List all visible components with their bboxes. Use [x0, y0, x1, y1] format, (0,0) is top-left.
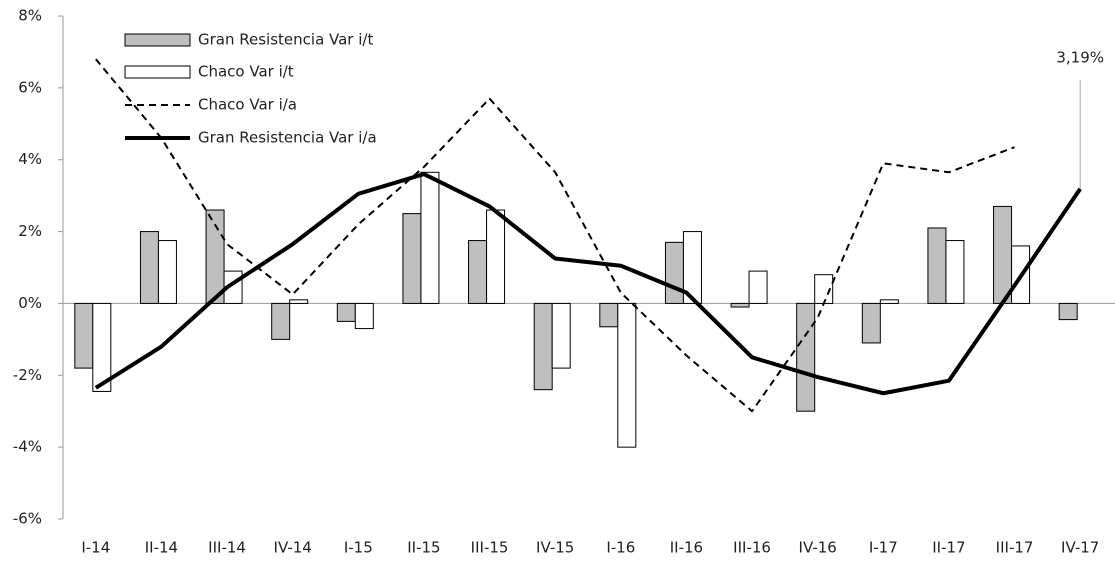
bar — [420, 171, 440, 304]
y-tick-label: 8% — [18, 7, 42, 25]
bar — [796, 302, 816, 412]
y-tick-label: 4% — [18, 150, 42, 168]
x-tick-label: II-15 — [407, 539, 440, 557]
bar — [139, 231, 159, 304]
bar — [682, 231, 702, 304]
bar — [92, 302, 112, 392]
legend-label: Chaco Var i/t — [198, 63, 294, 81]
bar — [861, 302, 881, 344]
bar — [336, 302, 356, 322]
x-tick-label: IV-16 — [799, 539, 837, 557]
bar — [599, 302, 619, 328]
bar — [354, 302, 374, 330]
bar — [402, 213, 422, 304]
bar — [945, 240, 965, 304]
x-tick-label: I-14 — [81, 539, 110, 557]
bar — [74, 302, 94, 369]
legend-label: Gran Resistencia Var i/t — [198, 31, 373, 49]
y-tick-label: -4% — [13, 438, 42, 456]
legend-label: Gran Resistencia Var i/a — [198, 129, 377, 147]
x-tick-label: IV-15 — [536, 539, 574, 557]
y-tick-label: -6% — [13, 510, 42, 528]
bar — [271, 302, 291, 340]
bar — [879, 299, 899, 304]
bar — [730, 302, 750, 308]
y-tick-label: 2% — [18, 222, 42, 240]
data-label: 3,19% — [1056, 49, 1104, 67]
bar — [157, 240, 177, 304]
legend-swatch — [124, 65, 191, 79]
x-tick-label: I-15 — [344, 539, 373, 557]
line — [94, 172, 1082, 396]
x-tick-label: III-16 — [733, 539, 771, 557]
bar — [205, 209, 225, 304]
bar — [664, 241, 684, 304]
bar — [927, 227, 947, 304]
x-tick-label: II-17 — [932, 539, 965, 557]
bar — [551, 302, 571, 369]
x-tick-label: I-16 — [606, 539, 635, 557]
x-tick-label: I-17 — [869, 539, 898, 557]
x-tick-label: IV-17 — [1061, 539, 1099, 557]
bar — [533, 302, 553, 391]
x-tick-label: II-16 — [670, 539, 703, 557]
line — [95, 58, 1015, 413]
y-tick-label: 0% — [18, 294, 42, 312]
bar — [486, 209, 506, 304]
x-tick-label: III-17 — [996, 539, 1034, 557]
legend-swatch — [124, 33, 191, 47]
legend-label: Chaco Var i/a — [198, 96, 297, 114]
y-tick-label: 6% — [18, 78, 42, 96]
bar — [468, 240, 488, 304]
x-tick-label: III-14 — [208, 539, 246, 557]
x-tick-label: II-14 — [145, 539, 178, 557]
bar — [1058, 302, 1078, 321]
bar — [617, 302, 637, 448]
bar — [993, 205, 1013, 304]
bar — [748, 270, 768, 304]
x-tick-label: IV-14 — [274, 539, 312, 557]
x-tick-label: III-15 — [471, 539, 509, 557]
bar — [289, 299, 309, 304]
y-tick-label: -2% — [13, 366, 42, 384]
